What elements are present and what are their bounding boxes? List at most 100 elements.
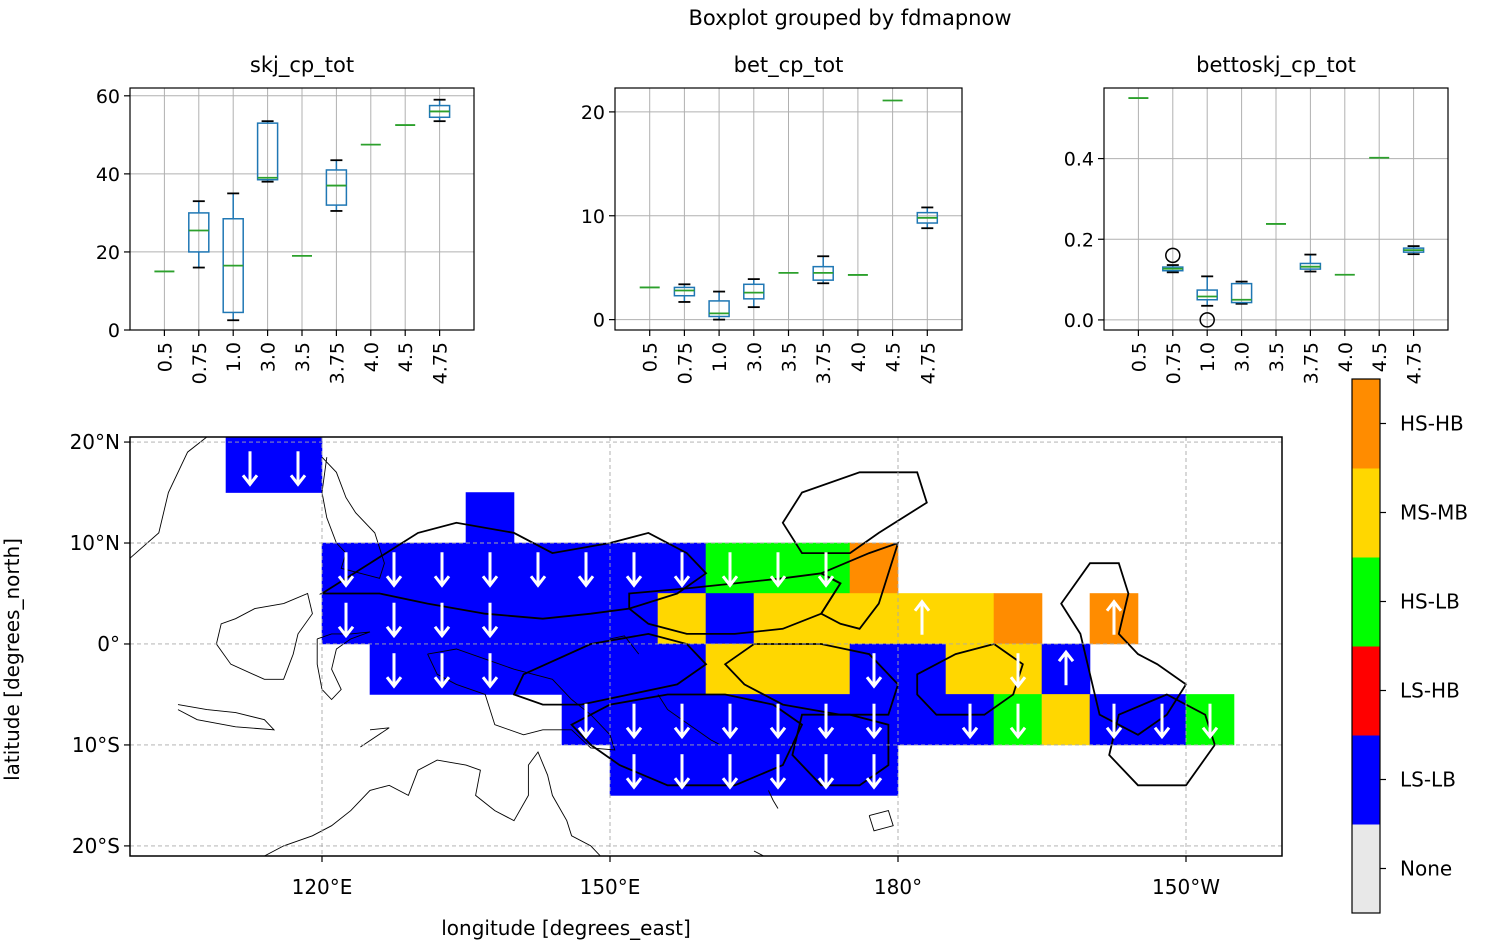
box-3.0 (743, 278, 765, 309)
arrow-down-icon (817, 552, 835, 588)
arrow-up-icon (1057, 649, 1075, 686)
arrow-up-icon (1105, 599, 1123, 635)
x-tick-label: 4.0 (848, 342, 870, 372)
x-tick-label: 3.5 (1266, 342, 1288, 372)
map-x-tick-label: 120°E (292, 875, 353, 899)
colorbar-segment (1352, 557, 1380, 647)
colorbar-segment (1352, 735, 1380, 825)
map-cell (465, 492, 515, 544)
coastline (609, 635, 640, 655)
arrow-down-icon (769, 703, 787, 740)
y-tick-label: 10 (581, 206, 605, 228)
x-tick-label: 3.75 (1300, 342, 1322, 384)
box-4.75 (1402, 245, 1425, 256)
arrow-down-icon (673, 552, 691, 588)
arrow-down-icon (577, 703, 595, 740)
arrow-down-icon (433, 653, 451, 689)
eez-boundary (819, 541, 900, 630)
arrow-down-icon (625, 754, 643, 790)
x-tick-label: 3.5 (292, 342, 314, 372)
box-body (708, 300, 730, 318)
arrow-down-icon (241, 451, 259, 487)
colorbar-segment (1352, 379, 1380, 469)
x-tick-label: 1.0 (1197, 342, 1219, 372)
arrow-down-icon (1009, 703, 1027, 740)
map-cell (225, 437, 323, 493)
colorbar-frame (1351, 378, 1381, 914)
box-body (673, 286, 696, 297)
eez-boundary (512, 632, 708, 706)
boxplot-panels: skj_cp_tot 0 20 40 60 0.5 0.75 1.0 3.0 3.5 3.75 4.0… (96, 53, 1449, 384)
x-tick-label: 4.5 (1369, 342, 1391, 372)
box-3.0 (1230, 280, 1253, 305)
y-tick-label: 0.2 (1064, 229, 1094, 251)
boxplot-skj_cp_tot: skj_cp_tot 0 20 40 60 0.5 0.75 1.0 3.0 3.5 3.75 4.0… (96, 53, 475, 384)
colorbar-segment (1352, 824, 1380, 914)
x-tick-label: 3.0 (1232, 342, 1254, 372)
y-tick-label: 0.4 (1064, 149, 1094, 171)
eez-boundary (1108, 693, 1216, 787)
x-tick-label: 0.5 (640, 342, 662, 372)
arrow-down-icon (481, 653, 499, 689)
arrow-down-icon (769, 754, 787, 790)
arrow-down-icon (865, 653, 883, 689)
y-tick-label: 0.0 (1064, 310, 1094, 332)
map-cell (705, 643, 851, 695)
coastline (130, 437, 208, 559)
flier-point (1199, 312, 1215, 328)
coastline (177, 704, 276, 731)
x-tick-label: 3.75 (813, 342, 835, 384)
colorbar-label: HS-LB (1400, 590, 1460, 614)
figure-title: Boxplot grouped by fdmapnow (688, 6, 1011, 30)
box-body (1230, 282, 1253, 304)
arrow-down-icon (625, 703, 643, 740)
map-cell (1089, 694, 1187, 746)
map-cell (993, 593, 1043, 645)
map-x-tick-label: 150°E (580, 875, 641, 899)
colorbar-label: LS-HB (1400, 679, 1460, 703)
arrow-down-icon (385, 602, 403, 639)
map-y-tick-label: 0° (97, 632, 120, 656)
map-y-tick-label: 20°N (70, 430, 120, 454)
arrow-down-icon (481, 602, 499, 639)
x-tick-label: 4.5 (395, 342, 417, 372)
box-4.75 (428, 98, 451, 123)
map-panel: 120°E 150°E 180° 150°W 20°N 10°N 0° 10°S 20°S lon… (0, 430, 1283, 940)
arrow-down-icon (577, 552, 595, 588)
coastline (657, 694, 721, 746)
map-cell (321, 542, 707, 594)
map-frame (129, 436, 1283, 857)
x-tick-label: 0.75 (674, 342, 696, 384)
arrow-down-icon (433, 602, 451, 639)
box-1.0 (222, 192, 244, 322)
map-cell (609, 744, 899, 796)
arrow-down-icon (289, 501, 307, 538)
map-x-label: longitude [degrees_east] (441, 916, 691, 940)
x-tick-label: 4.75 (1404, 342, 1426, 384)
arrow-down-icon (865, 703, 883, 740)
panel-title: skj_cp_tot (250, 53, 354, 78)
eez-boundary (781, 471, 928, 554)
arrow-down-icon (817, 754, 835, 790)
map-cell (1041, 694, 1091, 746)
arrow-up-icon (913, 599, 931, 635)
x-tick-label: 3.75 (326, 342, 348, 384)
map-y-tick-label: 20°S (72, 834, 120, 858)
coastline (868, 810, 894, 832)
x-tick-label: 4.75 (917, 342, 939, 384)
coastline (767, 790, 779, 809)
box-0.75 (1162, 247, 1184, 274)
arrow-down-icon (241, 501, 259, 538)
x-tick-label: 0.5 (154, 342, 176, 372)
colorbar-label: MS-MB (1400, 501, 1468, 525)
box-3.75 (325, 159, 348, 212)
box-body (1196, 289, 1218, 301)
arrow-down-icon (721, 552, 739, 588)
flier-point (1165, 247, 1181, 264)
map-cell (705, 593, 755, 645)
box-3.75 (1299, 253, 1322, 273)
arrow-down-icon (769, 552, 787, 588)
colorbar-label: None (1400, 857, 1452, 881)
map-x-tick-label: 150°W (1152, 875, 1220, 899)
arrow-down-icon (673, 703, 691, 740)
